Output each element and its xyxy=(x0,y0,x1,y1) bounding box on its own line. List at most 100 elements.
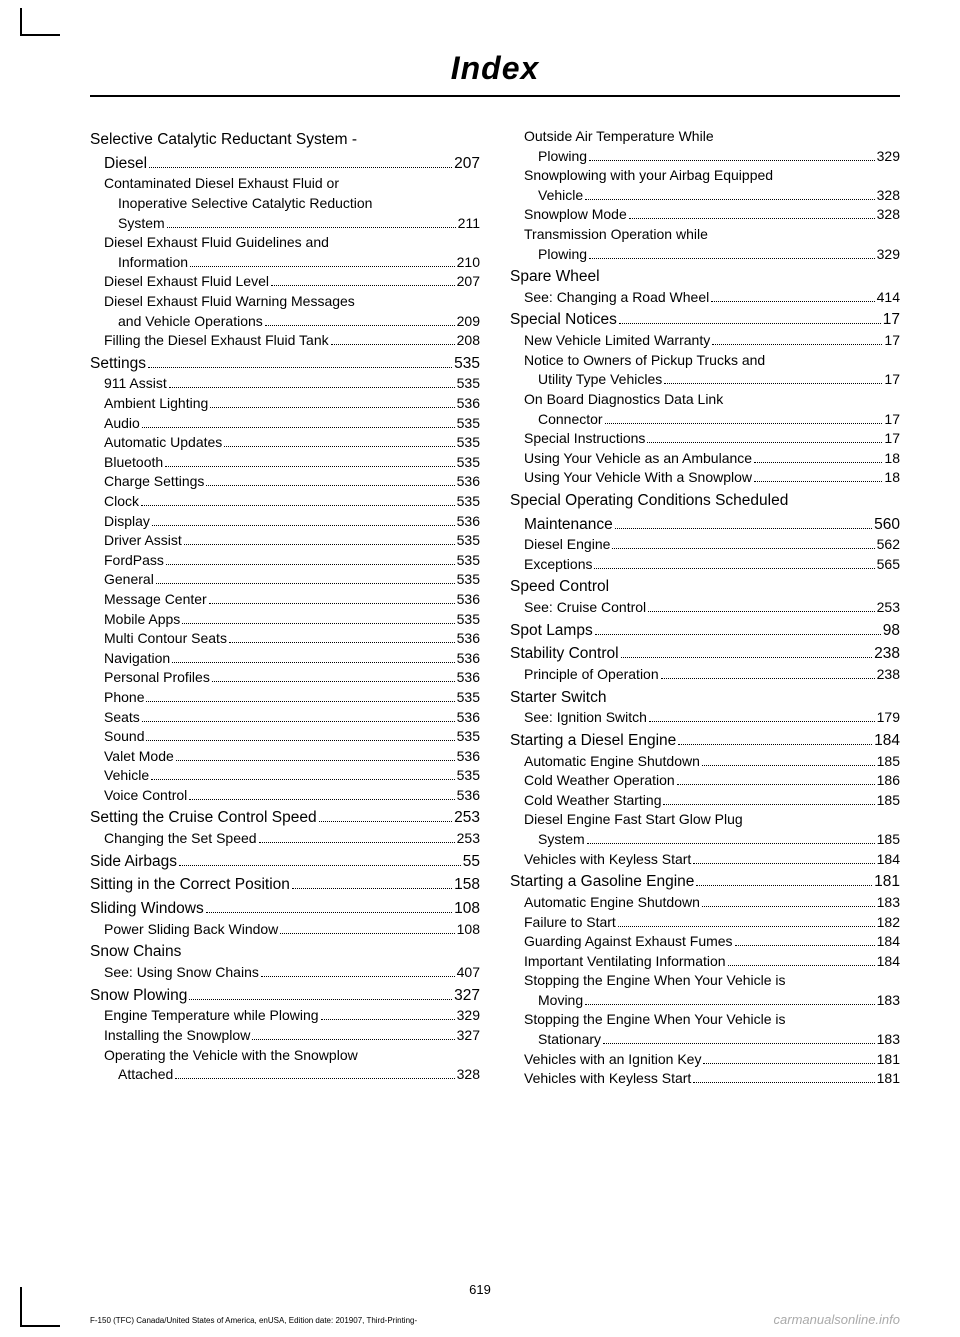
entry-page: 536 xyxy=(457,629,480,649)
entry-text: Phone xyxy=(104,688,144,708)
entry-page: 183 xyxy=(877,1030,900,1050)
entry-text: Diesel xyxy=(104,153,147,175)
entry-dots xyxy=(702,906,875,907)
header-title: Index xyxy=(90,50,900,87)
entry-page: 535 xyxy=(457,688,480,708)
entry-text: Notice to Owners of Pickup Trucks and xyxy=(524,351,765,371)
entry-page: 186 xyxy=(877,771,900,791)
entry-dots xyxy=(229,642,455,643)
entry-page: 184 xyxy=(877,932,900,952)
index-entry: Starting a Gasoline Engine181 xyxy=(510,871,900,893)
entry-page: 108 xyxy=(454,898,480,920)
entry-text: Contaminated Diesel Exhaust Fluid or xyxy=(104,174,339,194)
entry-text: and Vehicle Operations xyxy=(118,312,263,332)
entry-dots xyxy=(206,485,454,486)
entry-page: 536 xyxy=(457,786,480,806)
entry-dots xyxy=(585,1004,875,1005)
entry-dots xyxy=(156,583,455,584)
entry-dots xyxy=(152,525,455,526)
right-column: Outside Air Temperature WhilePlowing329S… xyxy=(510,127,900,1089)
index-entry: Starter Switch xyxy=(510,687,900,709)
index-entry: Guarding Against Exhaust Fumes184 xyxy=(510,932,900,952)
entry-page: 207 xyxy=(457,272,480,292)
entry-text: Vehicles with an Ignition Key xyxy=(524,1050,701,1070)
entry-page: 562 xyxy=(877,535,900,555)
entry-text: Stopping the Engine When Your Vehicle is xyxy=(524,971,786,991)
entry-dots xyxy=(210,407,454,408)
index-entry: On Board Diagnostics Data Link xyxy=(510,390,900,410)
entry-text: Diesel Engine xyxy=(524,535,610,555)
entry-page: 535 xyxy=(457,531,480,551)
entry-dots xyxy=(595,634,881,635)
entry-page: 328 xyxy=(877,205,900,225)
entry-text: Ambient Lighting xyxy=(104,394,208,414)
entry-dots xyxy=(678,744,872,745)
entry-text: Outside Air Temperature While xyxy=(524,127,714,147)
index-entry: Contaminated Diesel Exhaust Fluid or xyxy=(90,174,480,194)
index-entry: Snowplowing with your Airbag Equipped xyxy=(510,166,900,186)
entry-page: 208 xyxy=(457,331,480,351)
index-entry: Stability Control238 xyxy=(510,643,900,665)
entry-text: Snow Plowing xyxy=(90,985,187,1007)
index-entry: Transmission Operation while xyxy=(510,225,900,245)
entry-page: 17 xyxy=(884,429,900,449)
entry-page: 98 xyxy=(883,620,900,642)
entry-page: 108 xyxy=(457,920,480,940)
index-entry: Stationary183 xyxy=(510,1030,900,1050)
entry-text: FordPass xyxy=(104,551,164,571)
index-entry: Changing the Set Speed253 xyxy=(90,829,480,849)
entry-page: 535 xyxy=(457,492,480,512)
entry-dots xyxy=(172,662,454,663)
entry-text: Starting a Gasoline Engine xyxy=(510,871,694,893)
entry-page: 238 xyxy=(874,643,900,665)
entry-dots xyxy=(619,323,881,324)
footer-right: carmanualsonline.info xyxy=(774,1312,900,1327)
entry-text: Snowplowing with your Airbag Equipped xyxy=(524,166,773,186)
index-entry: Starting a Diesel Engine184 xyxy=(510,730,900,752)
entry-dots xyxy=(212,681,455,682)
index-entry: Stopping the Engine When Your Vehicle is xyxy=(510,971,900,991)
entry-page: 560 xyxy=(874,514,900,536)
index-entry: Sound535 xyxy=(90,727,480,747)
entry-text: See: Using Snow Chains xyxy=(104,963,259,983)
index-entry: Seats536 xyxy=(90,708,480,728)
entry-page: 238 xyxy=(877,665,900,685)
entry-page: 183 xyxy=(877,991,900,1011)
entry-dots xyxy=(621,657,873,658)
entry-text: Settings xyxy=(90,353,146,375)
corner-decoration xyxy=(20,8,60,36)
entry-text: Principle of Operation xyxy=(524,665,659,685)
index-entry: Vehicles with Keyless Start181 xyxy=(510,1069,900,1089)
entry-dots xyxy=(166,564,455,565)
index-entry: System211 xyxy=(90,214,480,234)
index-entry: Connector17 xyxy=(510,410,900,430)
entry-text: Clock xyxy=(104,492,139,512)
entry-dots xyxy=(594,568,874,569)
index-entry: Message Center536 xyxy=(90,590,480,610)
entry-dots xyxy=(728,965,875,966)
entry-dots xyxy=(612,548,874,549)
entry-text: Multi Contour Seats xyxy=(104,629,227,649)
entry-page: 535 xyxy=(454,353,480,375)
entry-text: Speed Control xyxy=(510,576,609,598)
entry-text: Operating the Vehicle with the Snowplow xyxy=(104,1046,358,1066)
entry-text: System xyxy=(118,214,165,234)
entry-page: 535 xyxy=(457,551,480,571)
entry-text: Vehicles with Keyless Start xyxy=(524,1069,691,1089)
entry-page: 536 xyxy=(457,649,480,669)
entry-text: Sliding Windows xyxy=(90,898,204,920)
entry-text: Spot Lamps xyxy=(510,620,593,642)
entry-dots xyxy=(735,945,875,946)
index-entry: Automatic Updates535 xyxy=(90,433,480,453)
entry-page: 535 xyxy=(457,453,480,473)
entry-dots xyxy=(754,481,882,482)
header-line xyxy=(90,95,900,97)
index-entry: See: Changing a Road Wheel414 xyxy=(510,288,900,308)
entry-dots xyxy=(209,603,455,604)
entry-dots xyxy=(711,301,874,302)
entry-page: 207 xyxy=(454,153,480,175)
index-entry: Outside Air Temperature While xyxy=(510,127,900,147)
entry-text: Plowing xyxy=(538,245,587,265)
entry-dots xyxy=(703,1063,874,1064)
entry-text: Vehicle xyxy=(104,766,149,786)
